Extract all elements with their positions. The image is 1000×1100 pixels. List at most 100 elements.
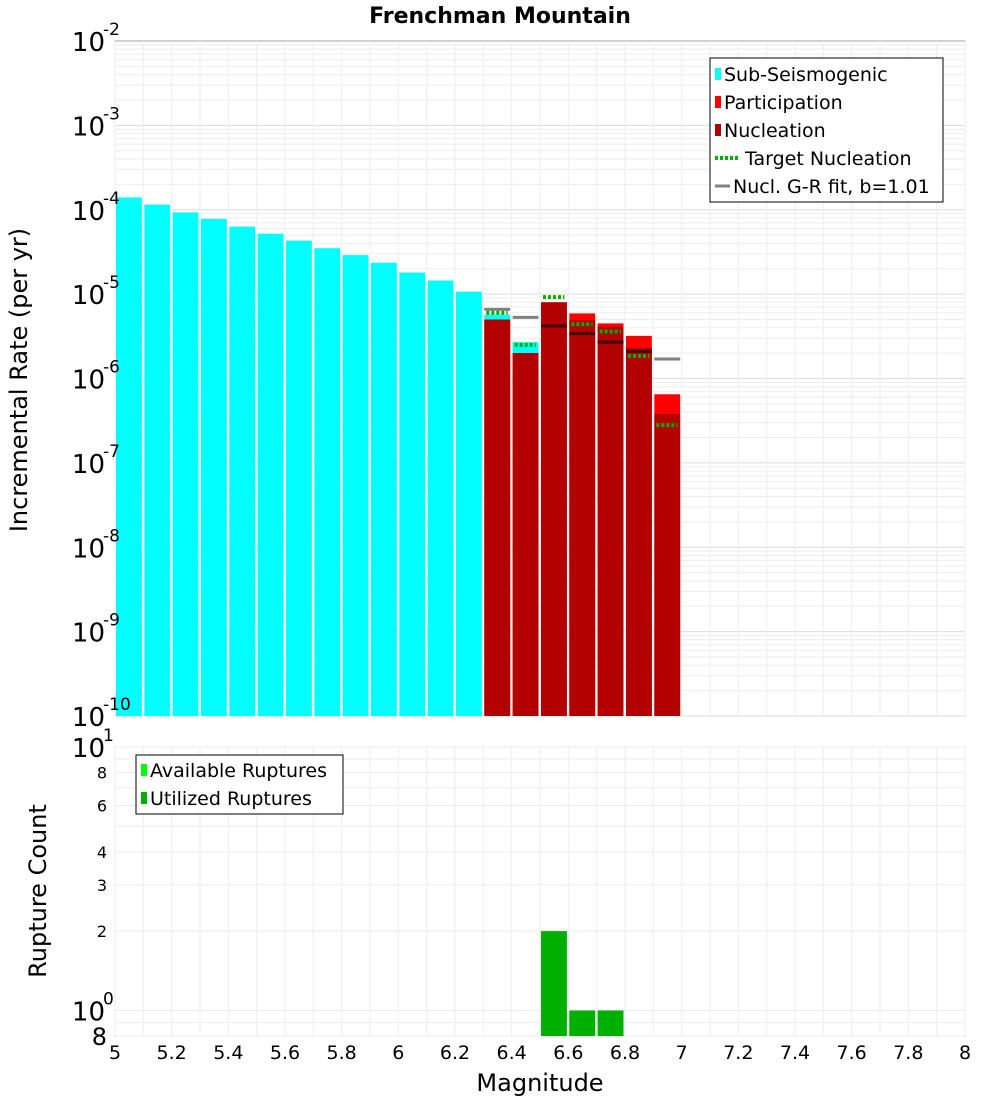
y-tick-base: 10 bbox=[72, 366, 105, 396]
y-tick-label: 101 bbox=[72, 726, 114, 764]
y-tick-exponent: -10 bbox=[103, 695, 131, 715]
top-y-axis-label: Incremental Rate (per yr) bbox=[5, 228, 33, 532]
top-legend: Sub-Seismogenic Participation Nucleation Ta… bbox=[709, 57, 944, 203]
y-tick-exponent: -5 bbox=[103, 273, 120, 293]
y-tick-minor: 2 bbox=[97, 922, 107, 941]
sub-seismogenic-bar bbox=[229, 226, 256, 716]
nucleation-bar bbox=[512, 353, 539, 716]
x-tick-label: 5.6 bbox=[270, 1042, 300, 1064]
nucleation-bar bbox=[569, 320, 596, 716]
x-ticks: 5 5.2 5.4 5.6 5.8 6 6.2 6.4 6.6 6.8 7 7.2 7.4 7.6 7.8 8 bbox=[109, 1042, 971, 1064]
utilized-ruptures-bar bbox=[597, 1010, 624, 1036]
sub-seismogenic-bar bbox=[144, 204, 171, 717]
y-tick-base: 10 bbox=[72, 734, 105, 764]
legend-label: Target Nucleation bbox=[744, 148, 912, 170]
nucleation-bar bbox=[654, 413, 681, 716]
y-tick-label: 10-9 bbox=[72, 611, 120, 649]
y-tick-label: 10-8 bbox=[72, 526, 120, 564]
sub-seismogenic-bar bbox=[314, 248, 341, 717]
legend-box bbox=[709, 57, 944, 203]
y-tick-base: 10 bbox=[72, 534, 105, 564]
x-tick-label: 5.4 bbox=[213, 1042, 243, 1064]
sub-seismogenic-bar bbox=[342, 255, 369, 716]
y-tick-label: 8 bbox=[97, 764, 107, 783]
y-tick-exponent: -4 bbox=[103, 189, 120, 209]
legend-label: Nucl. G-R fit, b=1.01 bbox=[733, 176, 930, 198]
x-tick-label: 6.4 bbox=[497, 1042, 527, 1064]
legend-swatch bbox=[141, 764, 147, 776]
legend-swatch bbox=[715, 124, 721, 136]
nucleation-bar bbox=[484, 319, 511, 716]
x-tick-label: 7.2 bbox=[723, 1042, 753, 1064]
bottom-y-axis-label: Rupture Count bbox=[24, 804, 52, 978]
bottom-legend: Available Ruptures Utilized Ruptures bbox=[135, 754, 344, 815]
y-tick-label: 10-7 bbox=[72, 442, 120, 480]
y-tick-minor: 8 bbox=[97, 764, 107, 783]
y-tick-exponent: -6 bbox=[103, 358, 120, 378]
y-tick-minor: 4 bbox=[97, 843, 107, 862]
y-tick-minor: 3 bbox=[97, 876, 107, 895]
sub-seismogenic-bar bbox=[427, 280, 454, 716]
x-tick-label: 6.6 bbox=[553, 1042, 583, 1064]
legend-label: Nucleation bbox=[724, 120, 826, 142]
legend-label: Participation bbox=[724, 92, 843, 114]
y-tick-base: 10 bbox=[72, 281, 105, 311]
x-tick-label: 7.8 bbox=[893, 1042, 923, 1064]
sub-seismogenic-bar bbox=[116, 197, 142, 717]
legend-label: Available Ruptures bbox=[150, 760, 327, 782]
y-tick-label: 10-5 bbox=[72, 273, 120, 311]
utilized-ruptures-bar bbox=[541, 931, 567, 1036]
y-tick-minor: 8 bbox=[92, 1023, 107, 1051]
y-tick-base: 10 bbox=[72, 997, 105, 1027]
y-tick-label: 3 bbox=[97, 876, 107, 895]
x-tick-label: 5 bbox=[109, 1042, 121, 1064]
y-tick-base: 10 bbox=[72, 619, 105, 649]
y-tick-base: 10 bbox=[72, 28, 105, 58]
y-tick-base: 10 bbox=[72, 450, 105, 480]
x-tick-label: 7.4 bbox=[780, 1042, 810, 1064]
legend-label: Sub-Seismogenic bbox=[724, 64, 888, 86]
legend-swatch bbox=[715, 96, 721, 108]
chart-title: Frenchman Mountain bbox=[369, 4, 631, 29]
y-tick-label: 10-2 bbox=[72, 20, 120, 58]
y-tick-label: 4 bbox=[97, 843, 107, 862]
nucleation-bar bbox=[597, 326, 624, 716]
legend-box bbox=[135, 754, 344, 815]
y-tick-exponent: -7 bbox=[103, 442, 120, 462]
y-tick-base: 10 bbox=[72, 112, 105, 142]
y-tick-label: 10-4 bbox=[72, 189, 120, 227]
utilized-ruptures-bar bbox=[569, 1010, 596, 1036]
x-tick-label: 7 bbox=[676, 1042, 688, 1064]
x-tick-label: 6.8 bbox=[610, 1042, 640, 1064]
y-tick-exponent: 1 bbox=[103, 726, 114, 746]
y-tick-label: 6 bbox=[97, 796, 107, 815]
sub-seismogenic-bar bbox=[371, 262, 397, 716]
sub-seismogenic-bar bbox=[286, 240, 312, 717]
x-tick-label: 7.6 bbox=[837, 1042, 867, 1064]
legend-swatch bbox=[715, 68, 721, 80]
y-tick-exponent: -2 bbox=[103, 20, 120, 40]
x-tick-label: 8 bbox=[959, 1042, 971, 1064]
x-tick-label: 5.8 bbox=[327, 1042, 357, 1064]
sub-seismogenic-bar bbox=[456, 291, 482, 716]
y-tick-label: 2 bbox=[97, 922, 107, 941]
x-tick-label: 5.2 bbox=[157, 1042, 187, 1064]
x-tick-label: 6.2 bbox=[440, 1042, 470, 1064]
y-tick-label: 100 bbox=[72, 989, 114, 1027]
y-tick-exponent: -9 bbox=[103, 611, 120, 631]
bottom-chart-marks bbox=[541, 931, 624, 1036]
y-tick-base: 10 bbox=[72, 197, 105, 227]
legend-swatch bbox=[141, 792, 147, 804]
y-tick-label: 10-3 bbox=[72, 104, 120, 142]
y-tick-exponent: 0 bbox=[103, 989, 114, 1009]
sub-seismogenic-bar bbox=[399, 272, 426, 716]
y-tick-base: 10 bbox=[72, 703, 105, 733]
x-tick-label: 6 bbox=[392, 1042, 404, 1064]
y-tick-minor: 6 bbox=[97, 796, 107, 815]
y-tick-exponent: -8 bbox=[103, 526, 120, 546]
